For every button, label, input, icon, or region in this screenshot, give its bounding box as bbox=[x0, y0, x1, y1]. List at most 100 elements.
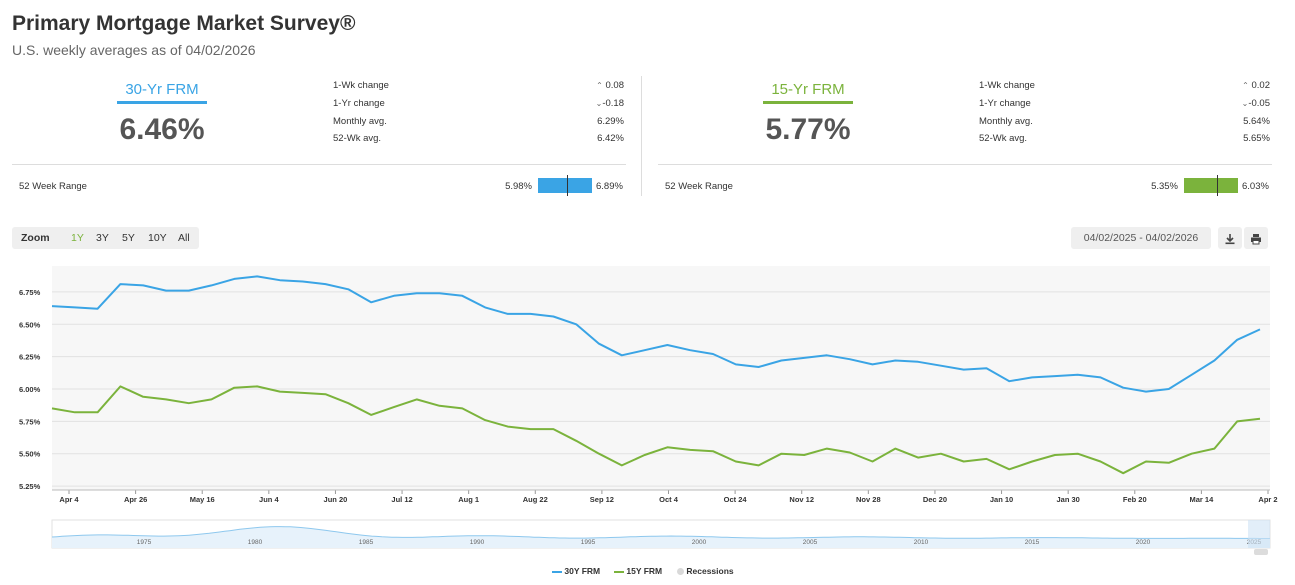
rate-line-chart: 5.25% 5.50% 5.75% 6.00% 6.25% 6.50% 6.75% Apr … bbox=[19, 266, 1278, 555]
frm30-range-bar bbox=[538, 178, 592, 193]
x-tick-label: Apr 2 bbox=[1258, 495, 1277, 504]
navigator-year-label: 1975 bbox=[137, 539, 152, 546]
x-tick-label: Feb 20 bbox=[1123, 495, 1147, 504]
chevron-down-icon: ⌄ bbox=[595, 99, 603, 108]
frm15-range-marker bbox=[1217, 175, 1219, 196]
x-tick-label: Jun 20 bbox=[324, 495, 348, 504]
x-tick-label: Oct 24 bbox=[724, 495, 748, 504]
frm30-range-max: 6.89% bbox=[596, 181, 623, 192]
zoom-10y-button[interactable]: 10Y bbox=[148, 232, 167, 244]
x-tick-label: Jan 30 bbox=[1056, 495, 1079, 504]
y-tick-label: 5.25% bbox=[19, 482, 41, 491]
navigator-year-label: 1985 bbox=[359, 539, 374, 546]
frm15-stat-value: ⌄-0.05 bbox=[1241, 98, 1270, 109]
navigator-year-label: 1980 bbox=[248, 539, 263, 546]
frm30-panel: 30-Yr FRM 6.46% 1-Wk change 1-Yr change … bbox=[12, 75, 626, 200]
frm30-range-min: 5.98% bbox=[505, 181, 532, 192]
legend-item-15y[interactable]: 15Y FRM bbox=[614, 566, 662, 576]
x-tick-label: Nov 28 bbox=[856, 495, 881, 504]
frm15-range-min: 5.35% bbox=[1151, 181, 1178, 192]
frm30-stat-value: ⌃ 0.08 bbox=[596, 80, 624, 91]
navigator-year-label: 2015 bbox=[1025, 539, 1040, 546]
y-tick-label: 6.50% bbox=[19, 320, 41, 329]
legend-swatch-recessions bbox=[677, 568, 684, 576]
chevron-up-icon: ⌃ bbox=[1242, 81, 1249, 90]
page-subtitle: U.S. weekly averages as of 04/02/2026 bbox=[12, 42, 256, 58]
panel-divider bbox=[641, 76, 642, 196]
chevron-up-icon: ⌃ bbox=[596, 81, 603, 90]
y-tick-label: 6.00% bbox=[19, 385, 41, 394]
frm30-stat-value: 6.42% bbox=[597, 133, 624, 144]
navigator-year-label: 1990 bbox=[470, 539, 485, 546]
x-tick-label: Aug 22 bbox=[523, 495, 548, 504]
frm15-stat-value: 5.65% bbox=[1243, 133, 1270, 144]
date-range-picker[interactable]: 04/02/2025 - 04/02/2026 bbox=[1071, 227, 1211, 249]
legend-swatch-15y bbox=[614, 570, 624, 573]
navigator-selection[interactable] bbox=[1248, 520, 1270, 548]
y-tick-label: 6.25% bbox=[19, 353, 41, 362]
frm30-stat-value: ⌄-0.18 bbox=[595, 98, 624, 109]
frm30-stat-label: Monthly avg. bbox=[333, 116, 387, 127]
navigator-year-label: 2010 bbox=[914, 539, 929, 546]
x-tick-label: Apr 26 bbox=[124, 495, 147, 504]
zoom-5y-button[interactable]: 5Y bbox=[122, 232, 135, 244]
plot-area bbox=[52, 266, 1270, 490]
frm30-name: 30-Yr FRM bbox=[117, 81, 207, 104]
frm15-stat-value: 5.64% bbox=[1243, 116, 1270, 127]
x-tick-label: Aug 1 bbox=[458, 495, 479, 504]
frm15-stat-value: ⌃ 0.02 bbox=[1242, 80, 1270, 91]
frm15-value: 5.77% bbox=[765, 113, 851, 146]
navigator-year-label: 2000 bbox=[692, 539, 707, 546]
x-tick-label: Apr 4 bbox=[59, 495, 79, 504]
frm15-name: 15-Yr FRM bbox=[763, 81, 853, 104]
navigator-line bbox=[51, 526, 1270, 539]
y-tick-label: 5.75% bbox=[19, 417, 41, 426]
print-button[interactable] bbox=[1244, 227, 1268, 249]
frm15-range-label: 52 Week Range bbox=[665, 181, 733, 192]
x-tick-label: May 16 bbox=[190, 495, 215, 504]
frm15-stat-label: Monthly avg. bbox=[979, 116, 1033, 127]
frm30-value: 6.46% bbox=[119, 113, 205, 146]
navigator-year-label: 2020 bbox=[1136, 539, 1151, 546]
legend-item-30y[interactable]: 30Y FRM bbox=[552, 566, 600, 576]
frm15-panel: 15-Yr FRM 5.77% 1-Wk change 1-Yr change … bbox=[658, 75, 1272, 200]
divider bbox=[12, 164, 626, 165]
download-icon bbox=[1225, 233, 1235, 244]
legend-item-recessions[interactable]: Recessions bbox=[677, 566, 734, 576]
download-button[interactable] bbox=[1218, 227, 1242, 249]
zoom-3y-button[interactable]: 3Y bbox=[96, 232, 109, 244]
divider bbox=[658, 164, 1272, 165]
frm30-range-marker bbox=[566, 175, 568, 196]
navigator[interactable]: 1975 1980 1985 1990 1995 2000 2005 2010 2015 2020… bbox=[51, 519, 1271, 555]
frm15-range-bar bbox=[1184, 178, 1238, 193]
frm30-stat-label: 1-Wk change bbox=[333, 80, 389, 91]
frm30-stat-value: 6.29% bbox=[597, 116, 624, 127]
frm15-range-max: 6.03% bbox=[1242, 181, 1269, 192]
x-tick-label: Jul 12 bbox=[391, 495, 412, 504]
frm15-stat-label: 1-Yr change bbox=[979, 98, 1031, 109]
legend-swatch-30y bbox=[552, 570, 562, 573]
navigator-area bbox=[52, 526, 1270, 548]
navigator-year-label: 2005 bbox=[803, 539, 818, 546]
page-title: Primary Mortgage Market Survey® bbox=[12, 12, 356, 35]
x-tick-label: Oct 4 bbox=[659, 495, 679, 504]
x-tick-label: Jan 10 bbox=[990, 495, 1013, 504]
x-tick-label: Sep 12 bbox=[590, 495, 614, 504]
zoom-1y-button[interactable]: 1Y bbox=[71, 232, 84, 244]
navigator-year-label: 1995 bbox=[581, 539, 596, 546]
series-line-30y-frm[interactable] bbox=[51, 275, 1261, 393]
frm30-stat-label: 1-Yr change bbox=[333, 98, 385, 109]
x-tick-label: Nov 12 bbox=[789, 495, 814, 504]
x-tick-label: Mar 14 bbox=[1190, 495, 1215, 504]
zoom-all-button[interactable]: All bbox=[178, 232, 190, 244]
x-tick-label: Dec 20 bbox=[923, 495, 947, 504]
print-icon bbox=[1251, 233, 1261, 245]
y-tick-label: 6.75% bbox=[19, 288, 41, 297]
zoom-selector: Zoom 1Y 3Y 5Y 10Y All bbox=[12, 227, 199, 249]
frm15-stat-label: 1-Wk change bbox=[979, 80, 1035, 91]
navigator-handle[interactable] bbox=[1254, 549, 1268, 555]
frm30-range-label: 52 Week Range bbox=[19, 181, 87, 192]
chevron-down-icon: ⌄ bbox=[1241, 99, 1249, 108]
series-line-15y-frm[interactable] bbox=[51, 385, 1261, 475]
y-tick-label: 5.50% bbox=[19, 450, 41, 459]
